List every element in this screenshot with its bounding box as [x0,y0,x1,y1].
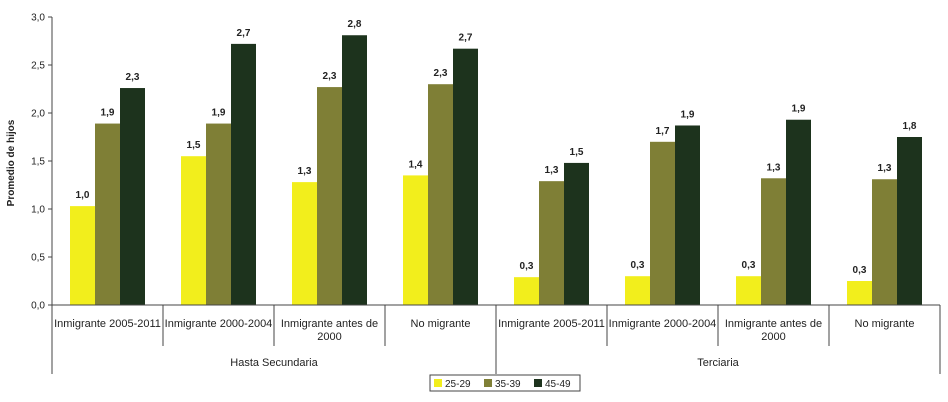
y-axis-title-text: Promedio de hijos [6,119,17,206]
category-label: Inmigrante 2000-2004 [165,318,273,330]
bar-45-49-1 [120,88,145,305]
data-label: 1,3 [298,166,312,177]
bar-35-39-1 [95,123,120,305]
data-labels: 1,0 1,5 1,3 1,4 0,3 0,3 0,3 0,3 1,9 1,9 2,3 2,3 1,3 1… [76,19,917,276]
bar-45-49-3 [342,35,367,306]
bar-25-29-5 [514,277,539,305]
data-label: 2,3 [434,68,448,79]
data-label: 1,9 [212,108,226,119]
bar-45-49-6 [675,125,700,305]
data-label: 1,3 [545,165,559,176]
y-tick-label: 1,5 [31,157,45,168]
bar-35-39-4 [428,84,453,305]
category-label: Inmigrante 2005-2011 [498,318,605,330]
bar-35-39-2 [206,123,231,305]
legend-swatch [534,379,542,387]
bar-35-39-8 [872,179,897,305]
category-label: Inmigrante antes de [281,318,378,330]
category-label: Inmigrante 2000-2004 [609,318,717,330]
bar-35-39-7 [761,178,786,305]
bar-25-29-1 [70,206,95,305]
data-label: 2,3 [126,72,140,83]
y-tick-label: 0,0 [31,301,45,312]
data-label: 1,9 [101,108,115,119]
bar-45-49-5 [564,162,589,305]
y-tick-label: 0,5 [31,253,45,264]
axes [51,17,941,374]
data-label: 0,3 [520,261,534,272]
data-label: 0,3 [853,265,867,276]
data-label: 1,9 [792,104,806,115]
data-label: 0,3 [742,260,756,271]
bar-25-29-8 [847,281,872,305]
category-label: Inmigrante 2005-2011 [54,318,161,330]
data-label: 1,7 [656,126,670,137]
data-label: 1,3 [767,162,781,173]
bar-25-29-2 [181,156,206,305]
bar-35-39-6 [650,141,675,305]
bar-45-49-4 [453,48,478,306]
bar-45-49-8 [897,137,922,305]
data-label: 1,5 [570,147,584,158]
data-label: 2,7 [459,33,473,44]
legend-label: 35-39 [495,379,521,390]
y-tick-label: 1,0 [31,205,45,216]
bar-45-49-2 [231,43,256,305]
category-label: 2000 [761,331,785,343]
category-label: No migrante [855,318,915,330]
data-label: 1,4 [409,159,423,170]
data-label: 1,5 [187,140,201,151]
group-label: Terciaria [697,357,739,369]
data-label: 1,3 [878,163,892,174]
data-label: 2,7 [237,28,251,39]
y-axis-ticks: 0,0 0,5 1,0 1,5 2,0 2,5 3,0 [31,13,52,312]
category-label: Inmigrante antes de [725,318,822,330]
y-tick-label: 3,0 [31,13,45,24]
bar-35-39-5 [539,181,564,305]
legend-swatch [434,379,442,387]
y-tick-label: 2,0 [31,109,45,120]
data-label: 1,8 [903,121,917,132]
legend-label: 25-29 [445,379,471,390]
data-label: 1,0 [76,190,90,201]
bars [70,35,922,306]
legend-swatch [484,379,492,387]
bar-25-29-3 [292,182,317,305]
legend-label: 45-49 [545,379,571,390]
bar-25-29-4 [403,175,428,305]
bar-35-39-3 [317,87,342,305]
legend-box [429,374,581,392]
bar-25-29-7 [736,276,761,305]
bar-25-29-6 [625,276,650,305]
data-label: 2,3 [323,71,337,82]
data-label: 2,8 [348,19,362,30]
group-label: Hasta Secundaria [230,357,318,369]
category-labels: Inmigrante 2005-2011 Inmigrante 2000-2004… [54,318,914,369]
data-label: 0,3 [631,260,645,271]
data-label: 1,9 [681,109,695,120]
legend: 25-29 35-39 45-49 [429,374,581,392]
category-label: No migrante [411,318,471,330]
y-axis-title: Promedio de hijos [6,119,17,206]
bar-45-49-7 [786,119,811,305]
y-tick-label: 2,5 [31,61,45,72]
category-label: 2000 [317,331,341,343]
